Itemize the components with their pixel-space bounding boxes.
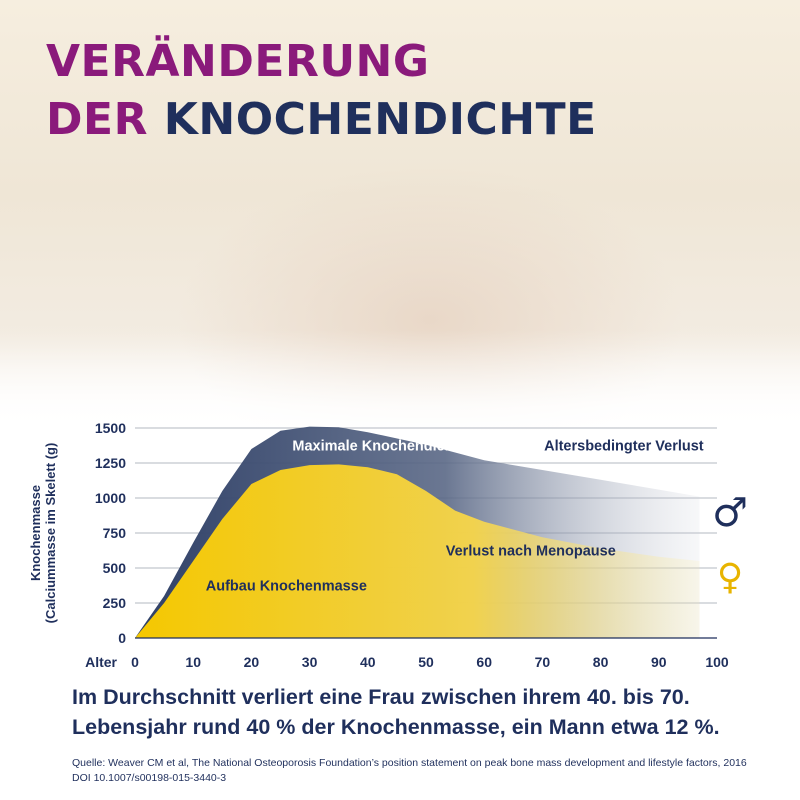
title-word-veraenderung: VERÄNDERUNG [46, 36, 430, 87]
x-tick-label-100: 100 [705, 654, 729, 670]
y-axis-label-line1: Knochenmasse [30, 485, 43, 581]
x-tick-label-90: 90 [651, 654, 667, 670]
y-axis-label: Knochenmasse (Calciummasse im Skelett (g… [30, 443, 58, 624]
x-tick-label-40: 40 [360, 654, 376, 670]
x-tick-label-10: 10 [185, 654, 201, 670]
title-line-1: VERÄNDERUNG [46, 40, 430, 84]
area-series-female [135, 464, 700, 638]
caption: Im Durchschnitt verliert eine Frau zwisc… [72, 685, 720, 739]
x-tick-label-60: 60 [476, 654, 492, 670]
title-line-2: DER KNOCHENDICHTE [46, 98, 597, 142]
y-tick-label-500: 500 [103, 560, 127, 576]
x-tick-label-70: 70 [535, 654, 551, 670]
y-tick-label-1000: 1000 [95, 490, 126, 506]
annotation-2: Verlust nach Menopause [446, 543, 616, 559]
axes: 0 250 500 750 1000 1250 1500 0 10 20 30 40 50 60 70 80 9… [85, 420, 729, 670]
title-word-knochendichte: KNOCHENDICHTE [163, 94, 597, 145]
photo-fade [0, 330, 800, 440]
y-tick-label-750: 750 [103, 525, 127, 541]
x-axis-title: Alter [85, 654, 117, 670]
x-tick-label-0: 0 [131, 654, 139, 670]
x-tick-label-30: 30 [302, 654, 318, 670]
area-series [135, 426, 700, 638]
x-tick-label-20: 20 [244, 654, 260, 670]
annotation-0: Maximale Knochendichte [292, 438, 466, 454]
x-tick-label-80: 80 [593, 654, 609, 670]
source-citation: Quelle: Weaver CM et al, The National Os… [72, 757, 747, 784]
annotation-1: Altersbedingter Verlust [544, 438, 704, 454]
y-tick-label-1250: 1250 [95, 455, 126, 471]
male-symbol-icon: ♂ [712, 490, 748, 536]
female-symbol-icon: ♀ [717, 557, 743, 598]
y-tick-label-0: 0 [118, 630, 126, 646]
annotation-3: Aufbau Knochenmasse [206, 578, 367, 594]
x-tick-label-50: 50 [418, 654, 434, 670]
y-axis-label-line2: (Calciummasse im Skelett (g) [43, 443, 58, 624]
title-word-der: DER [46, 94, 164, 145]
y-tick-label-250: 250 [103, 595, 127, 611]
annotations: Maximale Knochendichte Altersbedingter Ve… [206, 438, 748, 598]
y-tick-label-1500: 1500 [95, 420, 126, 436]
